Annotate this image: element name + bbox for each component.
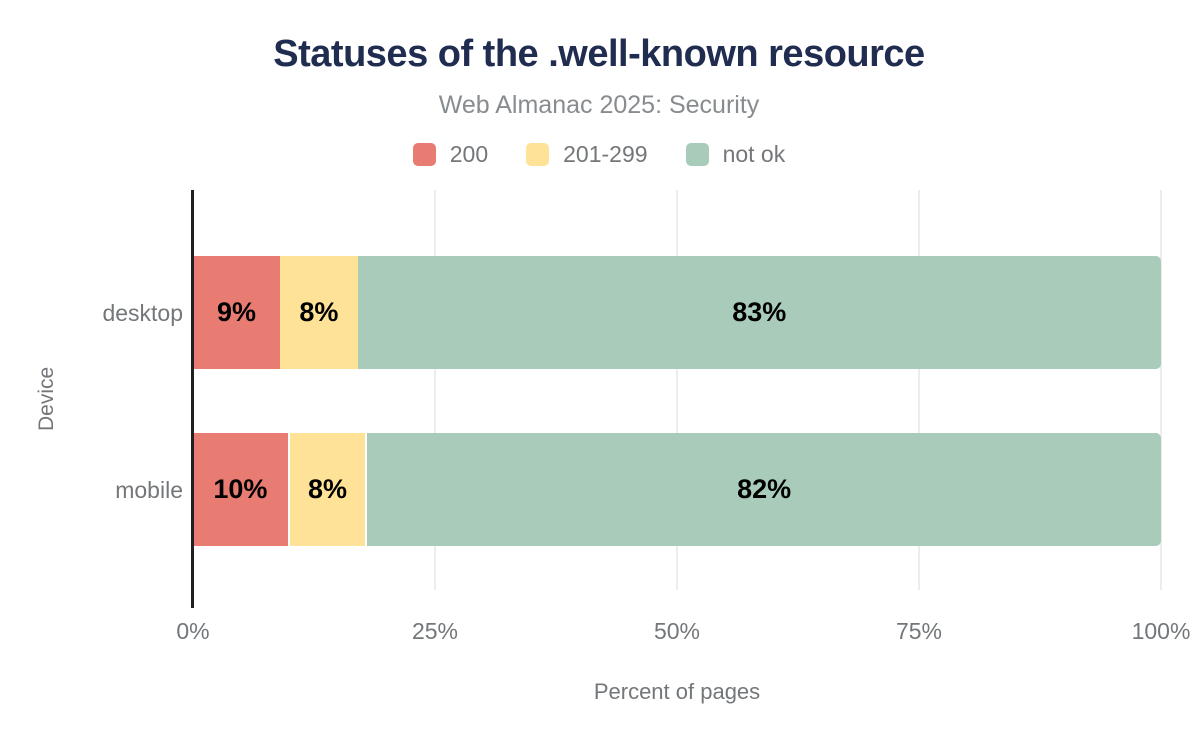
bar-value-label: 9% [217, 297, 257, 327]
bar-value-label: 8% [299, 297, 339, 327]
legend-swatch-icon [685, 143, 709, 166]
legend-label: not ok [722, 141, 786, 167]
category-label: desktop [102, 299, 183, 326]
legend: 200 201-299 not ok [0, 141, 1198, 168]
y-axis-line [191, 190, 194, 608]
bar-value-label: 82% [737, 474, 792, 504]
bar-segment[interactable]: 8% [289, 433, 368, 546]
gridline [1160, 190, 1162, 590]
x-tick-label: 50% [653, 618, 701, 644]
legend-item[interactable]: 200 [412, 141, 489, 168]
chart-title: Statuses of the .well-known resource [273, 33, 925, 75]
legend-swatch-icon [526, 143, 550, 166]
bar-segment[interactable]: 10% [193, 433, 290, 546]
bar-value-label: 83% [732, 297, 787, 327]
legend-label: 200 [449, 141, 489, 167]
y-axis-title: Device [35, 366, 58, 432]
bar-segment[interactable]: 83% [357, 256, 1161, 369]
bar-row: 9% 8% 83% [193, 256, 1161, 369]
x-tick-label: 75% [895, 618, 943, 644]
gridline [918, 190, 920, 590]
category-label: mobile [115, 476, 183, 503]
legend-swatch-icon [412, 143, 436, 166]
gridline [676, 190, 678, 590]
chart-subtitle: Web Almanac 2025: Security [438, 91, 760, 119]
legend-label: 201-299 [563, 141, 648, 167]
legend-item[interactable]: not ok [685, 141, 786, 168]
bar-segment[interactable]: 9% [193, 256, 281, 369]
bar-segment[interactable]: 82% [367, 433, 1161, 546]
gridline [434, 190, 436, 590]
legend-item[interactable]: 201-299 [526, 141, 648, 168]
x-tick-label: 0% [176, 618, 210, 644]
bar-value-label: 10% [213, 474, 268, 504]
x-tick-label: 100% [1131, 618, 1191, 644]
bar-value-label: 8% [308, 474, 348, 504]
bar-row: 10% 8% 82% [193, 433, 1161, 546]
plot-area: 9% 8% 83% 10% 8% 82% [193, 190, 1162, 590]
x-tick-label: 25% [411, 618, 459, 644]
x-axis-title: Percent of pages [593, 679, 761, 704]
bar-segment[interactable]: 8% [280, 256, 358, 369]
